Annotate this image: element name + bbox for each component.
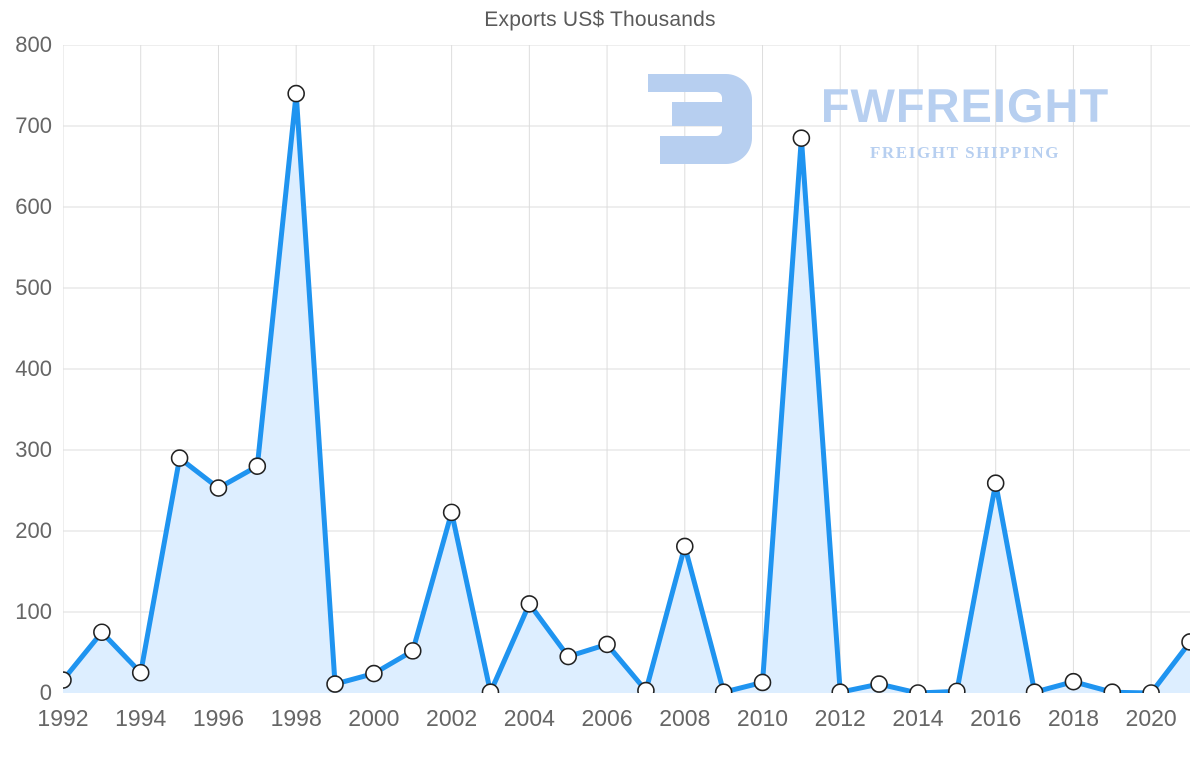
data-point-marker[interactable] <box>753 673 772 692</box>
chart-plot <box>63 45 1190 693</box>
chart-title: Exports US$ Thousands <box>484 8 716 31</box>
y-axis-tick-label: 700 <box>15 113 52 138</box>
data-point-marker[interactable] <box>63 671 72 689</box>
data-point-marker[interactable] <box>131 663 150 682</box>
data-point-marker[interactable] <box>675 537 694 556</box>
y-axis-tick-label: 300 <box>15 437 52 462</box>
data-point-markers <box>63 84 1190 693</box>
x-axis-tick-label: 1994 <box>115 705 167 731</box>
x-axis-tick-label: 2010 <box>736 705 789 731</box>
data-point-marker[interactable] <box>481 683 500 693</box>
x-axis-tick-label: 1992 <box>37 705 89 731</box>
data-point-marker[interactable] <box>559 647 578 666</box>
y-axis-tick-label: 0 <box>39 680 52 705</box>
data-point-marker[interactable] <box>637 681 655 693</box>
data-point-marker[interactable] <box>170 449 189 467</box>
area-fill <box>63 93 1190 693</box>
data-point-marker[interactable] <box>792 129 811 147</box>
y-axis: 0 100 200 300 400 500 600 700 800 <box>0 0 52 763</box>
x-axis-tick-label: 2006 <box>581 705 633 731</box>
data-point-marker[interactable] <box>1103 683 1122 693</box>
data-point-marker[interactable] <box>870 675 888 693</box>
x-axis-tick-label: 2008 <box>659 705 711 731</box>
data-point-marker[interactable] <box>714 683 733 693</box>
data-point-marker[interactable] <box>1181 633 1190 651</box>
data-point-marker[interactable] <box>248 457 267 476</box>
data-point-marker[interactable] <box>948 682 966 693</box>
x-axis-tick-label: 2014 <box>892 705 944 731</box>
x-axis-tick-label: 2012 <box>814 705 866 731</box>
y-axis-tick-label: 100 <box>15 599 52 624</box>
data-point-marker[interactable] <box>93 623 111 642</box>
data-point-marker[interactable] <box>403 642 422 660</box>
data-point-marker[interactable] <box>986 474 1005 493</box>
data-point-marker[interactable] <box>1025 683 1044 693</box>
data-point-marker[interactable] <box>598 635 616 654</box>
y-axis-tick-label: 400 <box>15 356 52 381</box>
x-axis-tick-label: 1998 <box>270 705 322 731</box>
x-axis-tick-label: 2020 <box>1125 705 1177 731</box>
x-axis-tick-label: 2002 <box>426 705 478 731</box>
data-point-marker[interactable] <box>326 675 344 693</box>
data-point-marker[interactable] <box>1064 672 1083 691</box>
data-point-marker[interactable] <box>442 503 461 522</box>
x-axis-tick-label: 1996 <box>192 705 245 731</box>
y-axis-tick-label: 800 <box>15 32 52 57</box>
data-point-marker[interactable] <box>909 684 927 693</box>
data-point-marker[interactable] <box>831 683 850 693</box>
x-axis-tick-label: 2000 <box>348 705 400 731</box>
x-axis-tick-label: 2016 <box>970 705 1022 731</box>
y-axis-tick-label: 600 <box>15 194 52 219</box>
x-axis-tick-label: 2004 <box>503 705 555 731</box>
x-axis-tick-label: 2018 <box>1047 705 1099 731</box>
plot-area <box>63 45 1190 693</box>
data-point-marker[interactable] <box>520 595 539 613</box>
data-point-marker[interactable] <box>365 664 383 683</box>
data-point-marker[interactable] <box>209 479 228 497</box>
data-point-marker[interactable] <box>1142 684 1160 693</box>
y-axis-tick-label: 200 <box>15 518 52 543</box>
y-axis-tick-label: 500 <box>15 275 52 300</box>
data-point-marker[interactable] <box>287 84 305 103</box>
